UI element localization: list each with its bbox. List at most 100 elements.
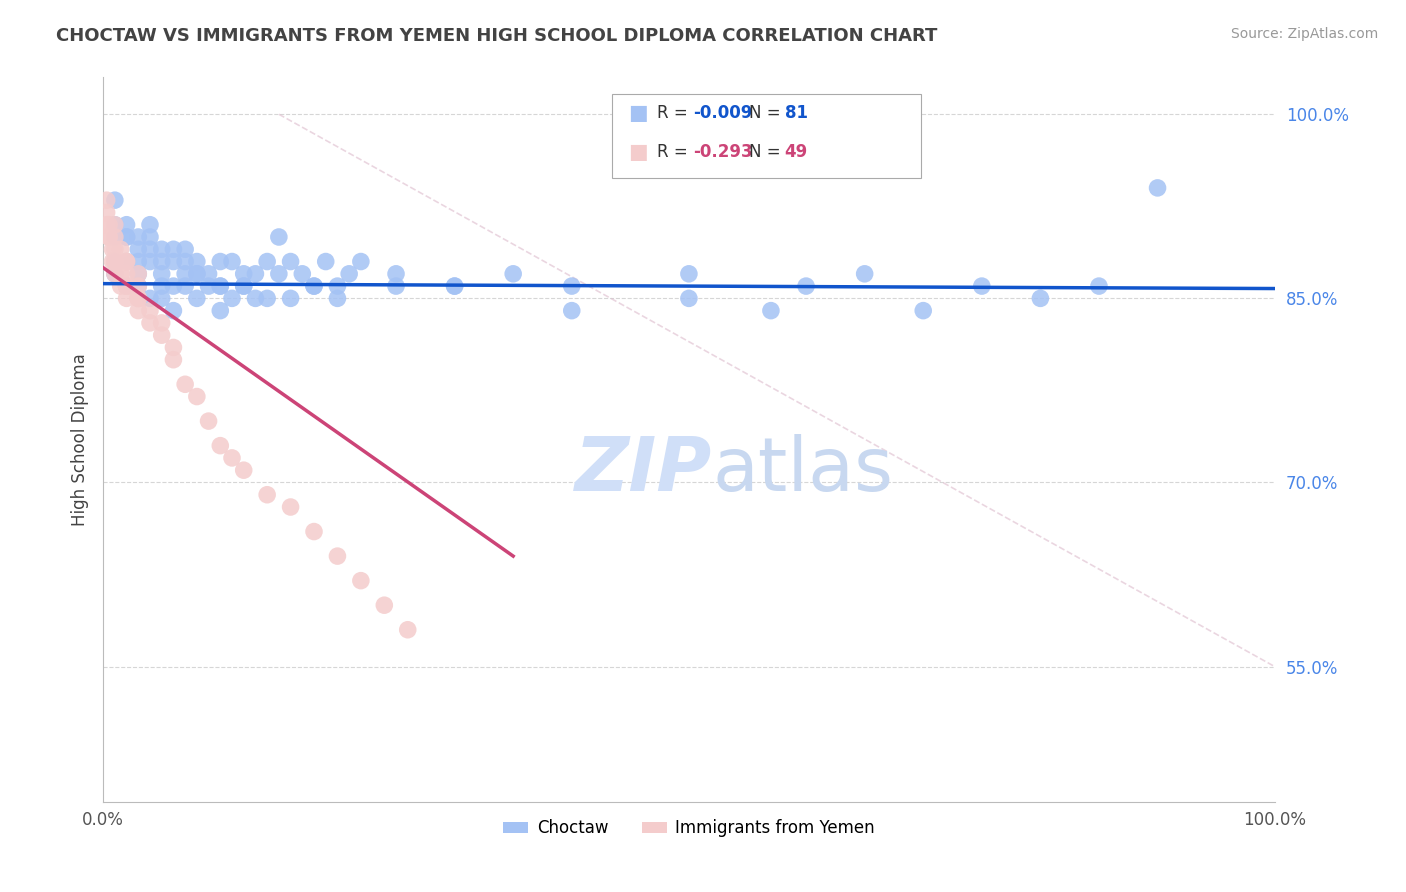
Point (104, 230, 127, 244)
Point (127, 267, 149, 281)
Point (115, 279, 138, 293)
Point (139, 218, 162, 232)
Text: 49: 49 (785, 143, 808, 161)
Point (385, 279, 408, 293)
Point (127, 291, 149, 305)
Point (101, 254, 124, 268)
Point (150, 316, 173, 330)
Point (443, 279, 465, 293)
Point (174, 377, 197, 392)
Point (115, 230, 138, 244)
Point (127, 230, 149, 244)
Point (174, 254, 197, 268)
Point (291, 267, 314, 281)
Text: N =: N = (749, 143, 786, 161)
Point (256, 291, 278, 305)
Point (209, 279, 232, 293)
Text: 81: 81 (785, 104, 807, 122)
Point (104, 254, 127, 268)
Point (561, 303, 583, 318)
Point (150, 254, 173, 268)
Point (104, 267, 127, 281)
Text: CHOCTAW VS IMMIGRANTS FROM YEMEN HIGH SCHOOL DIPLOMA CORRELATION CHART: CHOCTAW VS IMMIGRANTS FROM YEMEN HIGH SC… (56, 27, 938, 45)
Point (759, 303, 782, 318)
Point (209, 279, 232, 293)
Point (110, 267, 132, 281)
Point (150, 291, 173, 305)
Point (232, 267, 254, 281)
Point (127, 303, 149, 318)
Text: atlas: atlas (713, 434, 893, 507)
Point (162, 242, 184, 256)
Point (315, 254, 337, 268)
Point (127, 242, 149, 256)
Point (150, 279, 173, 293)
Point (186, 267, 208, 281)
Point (162, 341, 184, 355)
Text: -0.293: -0.293 (693, 143, 752, 161)
Point (794, 279, 817, 293)
Point (174, 242, 197, 256)
Point (104, 254, 127, 268)
Point (853, 267, 876, 281)
Point (186, 254, 208, 268)
Text: Source: ZipAtlas.com: Source: ZipAtlas.com (1230, 27, 1378, 41)
Point (127, 254, 149, 268)
Point (150, 242, 173, 256)
Point (1029, 291, 1052, 305)
Point (127, 291, 149, 305)
Point (150, 267, 173, 281)
Point (150, 328, 173, 343)
Point (139, 316, 162, 330)
Point (350, 254, 373, 268)
Point (221, 450, 243, 465)
Point (127, 291, 149, 305)
Point (245, 267, 267, 281)
Point (139, 230, 162, 244)
Point (186, 390, 208, 404)
Point (127, 279, 149, 293)
Point (326, 291, 349, 305)
Point (96, 193, 118, 207)
Point (115, 267, 138, 281)
Point (302, 279, 325, 293)
Point (209, 303, 232, 318)
Point (232, 463, 254, 477)
Point (502, 267, 524, 281)
Point (256, 488, 278, 502)
Point (186, 267, 208, 281)
Point (104, 230, 127, 244)
Point (98, 218, 121, 232)
Point (139, 254, 162, 268)
Point (139, 303, 162, 318)
Point (127, 279, 149, 293)
Point (127, 267, 149, 281)
Text: ■: ■ (628, 142, 648, 161)
Point (280, 254, 302, 268)
Point (232, 279, 254, 293)
Point (912, 303, 935, 318)
Point (186, 291, 208, 305)
Text: ■: ■ (628, 103, 648, 123)
Point (115, 218, 138, 232)
Point (280, 291, 302, 305)
Point (96, 218, 118, 232)
Point (115, 279, 138, 293)
Point (96, 205, 118, 219)
Point (302, 279, 325, 293)
Point (101, 242, 124, 256)
Text: -0.009: -0.009 (693, 104, 752, 122)
Point (104, 193, 127, 207)
Point (115, 230, 138, 244)
Text: N =: N = (749, 104, 786, 122)
Point (221, 254, 243, 268)
Point (197, 414, 219, 428)
Point (162, 254, 184, 268)
Point (197, 267, 219, 281)
Point (162, 352, 184, 367)
Point (1088, 279, 1111, 293)
Point (280, 500, 302, 514)
Point (104, 254, 127, 268)
Point (197, 279, 219, 293)
Point (115, 291, 138, 305)
